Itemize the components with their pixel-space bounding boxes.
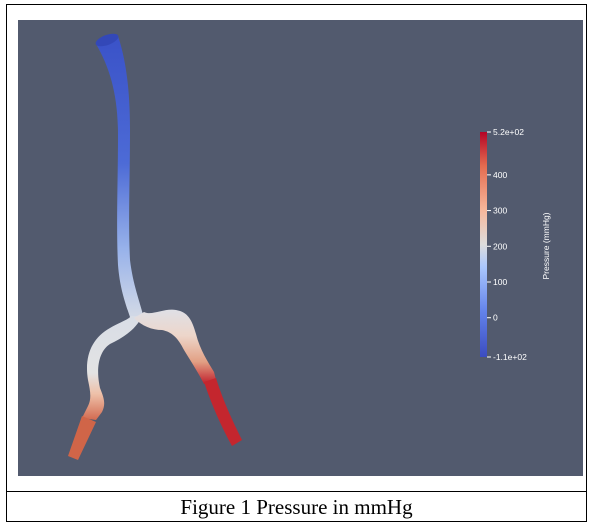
caption-divider <box>6 491 587 492</box>
vessel-left-tip <box>68 416 96 460</box>
vessel-left-branch <box>82 316 142 420</box>
vessel-render: 5.2e+02 400 300 200 100 0 -1.1e+02 Pressure (m… <box>68 33 551 460</box>
colorbar: 5.2e+02 400 300 200 100 0 -1.1e+02 Pressure (m… <box>480 127 551 362</box>
colorbar-tick-label: 200 <box>493 241 507 251</box>
colorbar-tick-label: -1.1e+02 <box>493 352 527 362</box>
colorbar-tick-label: 100 <box>493 277 507 287</box>
vessel-right-branch <box>134 309 216 384</box>
render-viewport: 5.2e+02 400 300 200 100 0 -1.1e+02 Pressure (m… <box>18 20 583 476</box>
colorbar-tick-label: 5.2e+02 <box>493 127 524 137</box>
colorbar-title: Pressure (mmHg) <box>541 212 551 279</box>
colorbar-gradient <box>480 132 487 357</box>
colorbar-tick-label: 300 <box>493 206 507 216</box>
colorbar-tick-label: 400 <box>493 170 507 180</box>
vessel-right-tip <box>204 378 242 446</box>
vessel-trunk <box>96 36 143 320</box>
colorbar-tick-label: 0 <box>493 313 498 323</box>
figure-frame <box>6 4 587 522</box>
figure-caption: Figure 1 Pressure in mmHg <box>180 495 413 519</box>
